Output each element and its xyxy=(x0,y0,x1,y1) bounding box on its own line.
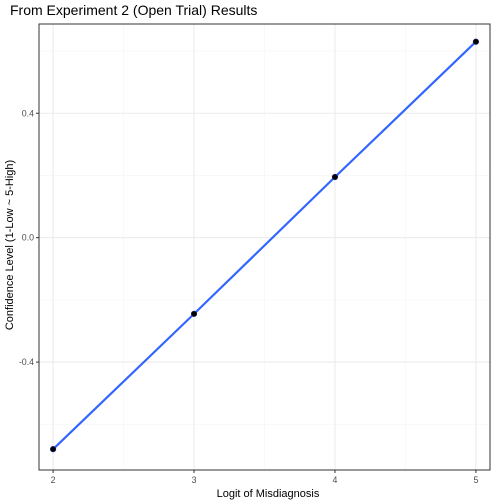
ticks: 2 3 4 5 -0.4 0.0 0.4 xyxy=(19,108,479,485)
x-tick-label: 2 xyxy=(51,475,56,485)
series-line xyxy=(52,40,477,450)
x-tick-label: 5 xyxy=(473,475,478,485)
y-axis-label: Confidence Level (1-Low ~ 5-High) xyxy=(4,160,16,330)
data-point xyxy=(49,446,57,453)
chart-title: From Experiment 2 (Open Trial) Results xyxy=(10,2,257,18)
grid xyxy=(39,24,490,470)
y-tick-label: 0.4 xyxy=(22,108,34,118)
data-point xyxy=(190,310,198,317)
y-tick-label: 0.0 xyxy=(22,233,34,243)
data-point xyxy=(331,173,339,181)
x-tick-label: 3 xyxy=(192,475,197,485)
y-tick-label: -0.4 xyxy=(19,357,34,367)
x-tick-label: 4 xyxy=(333,475,338,485)
series-layer xyxy=(49,38,480,453)
data-point xyxy=(472,38,480,45)
panel-border xyxy=(38,23,491,471)
x-axis-label: Logit of Misdiagnosis xyxy=(217,488,320,500)
